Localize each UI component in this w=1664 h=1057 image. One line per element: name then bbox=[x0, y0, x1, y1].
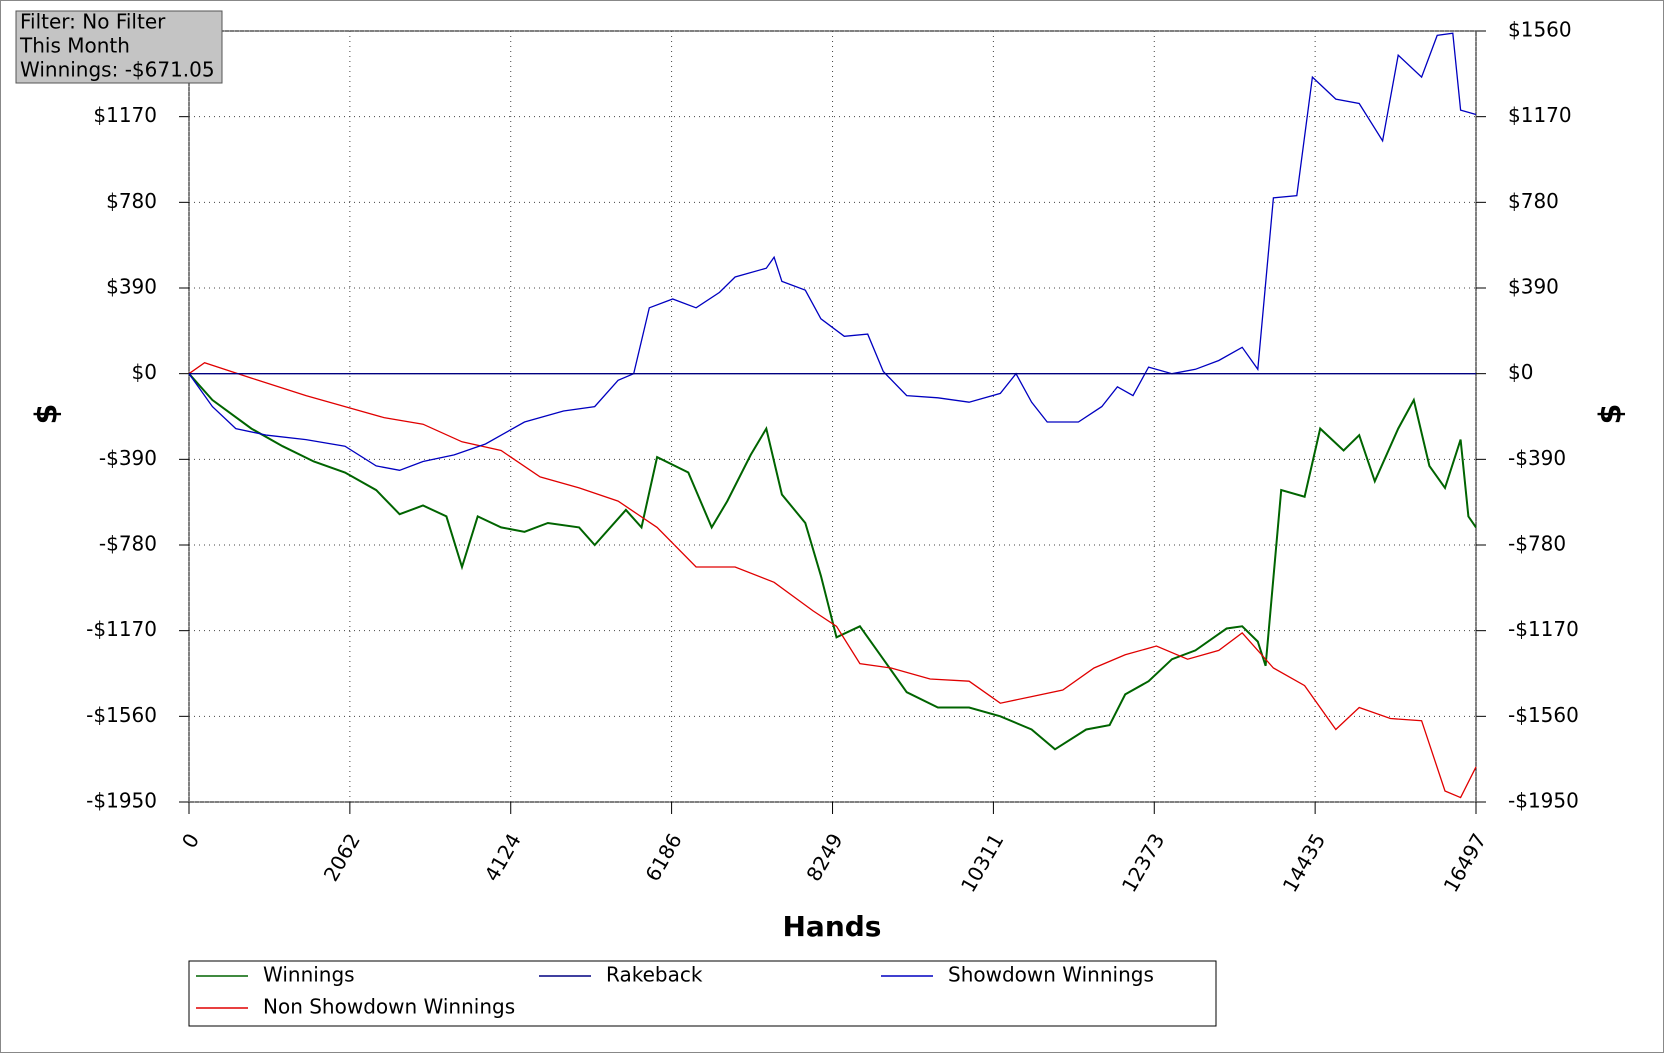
series-line bbox=[188, 32, 1477, 471]
y-tick-label: -$390 bbox=[99, 446, 157, 470]
info-box bbox=[15, 10, 223, 84]
info-text: Winnings: -$671.05 bbox=[20, 58, 215, 82]
y-tick-label: -$1170 bbox=[86, 617, 157, 641]
y-axis-label: $ bbox=[30, 404, 65, 425]
y2-tick-label: $1560 bbox=[1508, 18, 1572, 42]
y2-tick-label: -$390 bbox=[1508, 446, 1566, 470]
y2-axis-label: $ bbox=[1594, 404, 1629, 425]
series-line bbox=[188, 361, 1477, 799]
y2-tick-label: $780 bbox=[1508, 189, 1559, 213]
legend-label: Winnings bbox=[263, 963, 355, 987]
y2-tick-label: -$1950 bbox=[1508, 789, 1579, 813]
legend-label: Showdown Winnings bbox=[948, 963, 1154, 987]
info-text: Filter: No Filter bbox=[20, 10, 166, 34]
legend-label: Non Showdown Winnings bbox=[263, 995, 515, 1019]
y-tick-label: -$1950 bbox=[86, 789, 157, 813]
x-axis-label: Hands bbox=[783, 910, 882, 943]
y-tick-label: -$1560 bbox=[86, 703, 157, 727]
series-line bbox=[188, 373, 1477, 751]
y2-tick-label: -$1560 bbox=[1508, 703, 1579, 727]
legend-label: Rakeback bbox=[606, 963, 703, 987]
y-tick-label: $390 bbox=[106, 275, 157, 299]
y2-tick-label: -$780 bbox=[1508, 532, 1566, 556]
y-tick-label: $0 bbox=[132, 360, 157, 384]
y2-tick-label: $1170 bbox=[1508, 103, 1572, 127]
y-tick-label: $780 bbox=[106, 189, 157, 213]
y2-tick-label: $0 bbox=[1508, 360, 1533, 384]
y-tick-label: -$780 bbox=[99, 532, 157, 556]
y2-tick-label: $390 bbox=[1508, 275, 1559, 299]
y-tick-label: $1170 bbox=[93, 103, 157, 127]
y2-tick-label: -$1170 bbox=[1508, 617, 1579, 641]
legend bbox=[188, 960, 1217, 1027]
info-text: This Month bbox=[19, 34, 130, 58]
